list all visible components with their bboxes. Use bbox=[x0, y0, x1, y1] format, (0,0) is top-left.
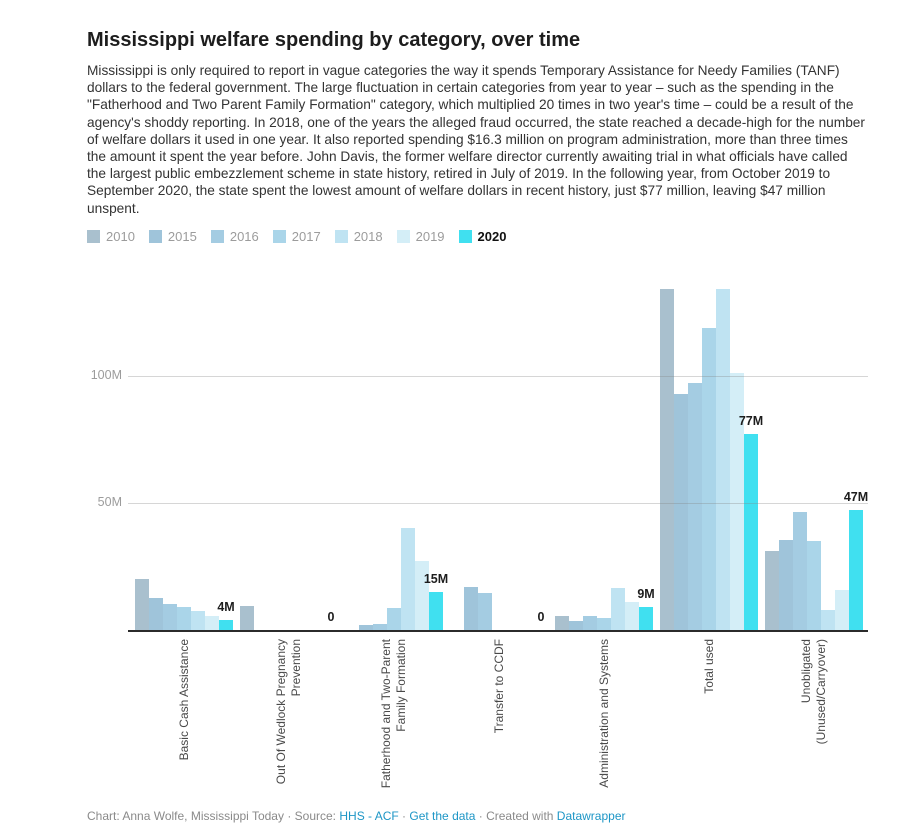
y-axis-tick-label: 50M bbox=[97, 494, 122, 509]
legend-item-2020: 2020 bbox=[458, 229, 507, 245]
footer: Chart: Anna Wolfe, Mississippi Today · S… bbox=[87, 809, 868, 823]
x-axis-baseline bbox=[128, 629, 868, 632]
bar-2016-total-used[interactable] bbox=[688, 383, 702, 630]
bar-2017-administration-and-systems[interactable] bbox=[597, 617, 611, 630]
legend-swatch-2020 bbox=[458, 230, 472, 244]
legend-swatch-2010 bbox=[87, 230, 100, 244]
legend-swatch-2019 bbox=[396, 230, 410, 244]
bar-2018-administration-and-systems[interactable] bbox=[611, 588, 625, 630]
legend-swatch-2018 bbox=[334, 230, 348, 244]
bar-2020-basic-cash-assistance[interactable] bbox=[219, 619, 233, 630]
bar-2019-administration-and-systems[interactable] bbox=[625, 601, 639, 630]
x-axis-category-label: Unobligated (Unused/Carryover) bbox=[799, 638, 828, 745]
legend-label: 2018 bbox=[353, 229, 383, 245]
bar-2010-total-used[interactable] bbox=[660, 289, 674, 630]
legend-label: 2015 bbox=[167, 229, 197, 245]
legend-item-2017: 2017 bbox=[272, 229, 321, 245]
bar-2015-fatherhood-and-two-parent-family-formation[interactable] bbox=[359, 624, 373, 630]
bar-2016-fatherhood-and-two-parent-family-formation[interactable] bbox=[373, 623, 387, 630]
bar-2016-unobligated-unused-carryover-[interactable] bbox=[793, 511, 807, 630]
legend-label: 2017 bbox=[291, 229, 321, 245]
legend-label: 2020 bbox=[477, 229, 507, 245]
bar-2010-unobligated-unused-carryover-[interactable] bbox=[765, 551, 779, 630]
legend-item-2010: 2010 bbox=[87, 229, 135, 244]
bar-2018-unobligated-unused-carryover-[interactable] bbox=[821, 609, 835, 630]
footer-credit: Chart: Anna Wolfe, Mississippi Today bbox=[87, 808, 284, 823]
y-axis-tick-label: 100M bbox=[90, 367, 122, 382]
bar-2017-fatherhood-and-two-parent-family-formation[interactable] bbox=[387, 607, 401, 630]
bar-2016-administration-and-systems[interactable] bbox=[583, 615, 597, 630]
bar-2016-basic-cash-assistance[interactable] bbox=[163, 604, 177, 630]
legend: 2010 2015 2016 2017 2018 2019 2020 bbox=[87, 229, 868, 245]
x-axis-category-label: Out Of Wedlock Pregnancy Prevention bbox=[274, 638, 303, 785]
footer-separator: · bbox=[475, 808, 487, 823]
bar-2015-total-used[interactable] bbox=[674, 393, 688, 630]
value-label-2020: 15M bbox=[423, 571, 449, 586]
datawrapper-link[interactable]: Datawrapper bbox=[556, 808, 626, 823]
gridline-100M bbox=[128, 375, 868, 377]
footer-separator: · bbox=[398, 808, 410, 823]
chart-description: Mississippi is only required to report i… bbox=[87, 63, 865, 216]
x-axis-category-label: Administration and Systems bbox=[596, 638, 611, 788]
value-label-2020: 77M bbox=[738, 414, 764, 429]
bar-2010-basic-cash-assistance[interactable] bbox=[135, 579, 149, 630]
grouped-bar-chart: 50M 100M 4M Basic Cash Assistance 0 Out Of We… bbox=[87, 273, 868, 803]
legend-swatch-2015 bbox=[148, 230, 162, 244]
value-label-2020: 0 bbox=[327, 609, 335, 624]
legend-item-2015: 2015 bbox=[148, 229, 197, 245]
bar-2020-total-used[interactable] bbox=[744, 434, 758, 630]
bar-2010-out-of-wedlock-pregnancy-prevention[interactable] bbox=[240, 605, 254, 630]
value-label-2020: 4M bbox=[217, 599, 235, 614]
get-the-data-link[interactable]: Get the data bbox=[409, 808, 476, 823]
legend-label: 2019 bbox=[415, 229, 445, 245]
chart-title: Mississippi welfare spending by category… bbox=[87, 29, 581, 51]
legend-swatch-2016 bbox=[210, 230, 224, 244]
bar-2018-basic-cash-assistance[interactable] bbox=[191, 610, 205, 630]
bar-2019-total-used[interactable] bbox=[730, 373, 744, 630]
value-label-2020: 47M bbox=[843, 490, 869, 505]
bar-2019-fatherhood-and-two-parent-family-formation[interactable] bbox=[415, 561, 429, 630]
legend-item-2016: 2016 bbox=[210, 229, 259, 245]
bar-2019-basic-cash-assistance[interactable] bbox=[205, 615, 219, 630]
x-axis-category-label: Transfer to CCDF bbox=[491, 638, 506, 734]
bar-2020-unobligated-unused-carryover-[interactable] bbox=[849, 510, 863, 630]
bar-2015-basic-cash-assistance[interactable] bbox=[149, 598, 163, 630]
bar-2015-unobligated-unused-carryover-[interactable] bbox=[779, 539, 793, 630]
gridline-50M bbox=[128, 502, 868, 504]
value-label-2020: 0 bbox=[537, 609, 545, 624]
legend-item-2018: 2018 bbox=[334, 229, 383, 245]
value-label-2020: 9M bbox=[637, 586, 655, 601]
footer-separator: · bbox=[283, 808, 295, 823]
bar-2017-unobligated-unused-carryover-[interactable] bbox=[807, 540, 821, 630]
source-link[interactable]: HHS - ACF bbox=[339, 808, 399, 823]
bar-2015-administration-and-systems[interactable] bbox=[569, 620, 583, 630]
legend-item-2019: 2019 bbox=[396, 229, 445, 245]
bar-2010-administration-and-systems[interactable] bbox=[555, 616, 569, 630]
bar-2019-unobligated-unused-carryover-[interactable] bbox=[835, 590, 849, 630]
bar-2018-fatherhood-and-two-parent-family-formation[interactable] bbox=[401, 528, 415, 630]
x-axis-category-label: Fatherhood and Two-Parent Family Formatio… bbox=[379, 638, 408, 789]
legend-swatch-2017 bbox=[272, 230, 286, 244]
footer-source-label: Source: bbox=[294, 808, 340, 823]
bar-2017-basic-cash-assistance[interactable] bbox=[177, 606, 191, 630]
footer-created-label: Created with bbox=[486, 808, 557, 823]
x-axis-category-label: Basic Cash Assistance bbox=[176, 638, 191, 761]
legend-label: 2016 bbox=[229, 229, 259, 245]
bar-2015-transfer-to-ccdf[interactable] bbox=[464, 586, 478, 630]
legend-label: 2010 bbox=[106, 229, 135, 245]
bar-2016-transfer-to-ccdf[interactable] bbox=[478, 593, 492, 630]
x-axis-category-label: Total used bbox=[701, 638, 716, 694]
bar-2020-administration-and-systems[interactable] bbox=[639, 606, 653, 630]
bar-2018-total-used[interactable] bbox=[716, 289, 730, 630]
bar-2017-total-used[interactable] bbox=[702, 327, 716, 630]
bar-2020-fatherhood-and-two-parent-family-formation[interactable] bbox=[429, 591, 443, 630]
